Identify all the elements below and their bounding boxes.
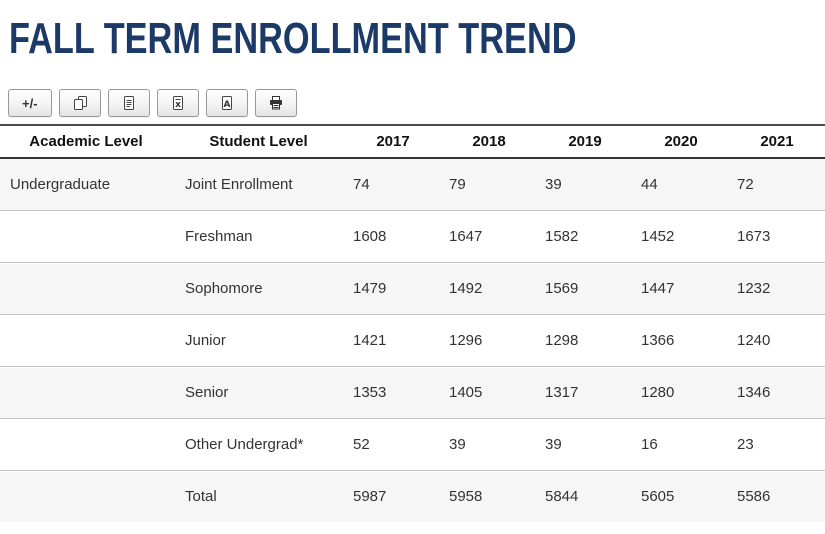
enrollment-value-cell: 1280 [633, 366, 729, 419]
enrollment-value-cell: 5586 [729, 470, 825, 523]
col-header-academic-level: Academic Level [0, 124, 172, 160]
enrollment-value-cell: 52 [345, 418, 441, 471]
copy-icon [72, 95, 88, 111]
pdf-file-icon: A [219, 95, 235, 111]
csv-file-icon [121, 95, 137, 111]
print-button[interactable] [254, 89, 297, 118]
copy-button[interactable] [58, 89, 101, 118]
enrollment-value-cell: 5958 [441, 470, 537, 523]
academic-level-cell: Undergraduate [10, 176, 111, 194]
enrollment-value-cell: 1492 [441, 262, 537, 315]
enrollment-value-cell: 5987 [345, 470, 441, 523]
enrollment-value-cell: 39 [545, 176, 562, 194]
col-header-2018: 2018 [441, 124, 537, 160]
enrollment-value-cell: 16 [633, 418, 729, 471]
enrollment-value-cell: 44 [641, 176, 658, 194]
csv-button[interactable] [107, 89, 150, 118]
enrollment-value-cell: 5844 [537, 470, 633, 523]
enrollment-value-cell: 74 [353, 176, 370, 194]
enrollment-value-cell: 1366 [633, 314, 729, 367]
page-title: FALL TERM ENROLLMENT TREND [9, 14, 577, 63]
enrollment-value-cell: 1569 [537, 262, 633, 315]
printer-icon [268, 95, 284, 111]
table-row-total: Total 5987 5958 5844 5605 5586 [0, 470, 825, 523]
enrollment-value-cell: 1405 [441, 366, 537, 419]
enrollment-value-cell: 1608 [345, 210, 441, 263]
student-level-cell: Other Undergrad* [172, 418, 345, 471]
student-level-cell: Sophomore [172, 262, 345, 315]
enrollment-value-cell: 72 [737, 176, 754, 194]
enrollment-value-cell: 1647 [441, 210, 537, 263]
excel-button[interactable]: x [156, 89, 199, 118]
table-row-senior: Senior 1353 1405 1317 1280 1346 [0, 366, 825, 419]
column-visibility-button[interactable]: +/- [8, 89, 52, 118]
pdf-button[interactable]: A [205, 89, 248, 118]
enrollment-value-cell: 1421 [345, 314, 441, 367]
academic-level-cell [0, 366, 172, 419]
table-row-junior: Junior 1421 1296 1298 1366 1240 [0, 314, 825, 367]
academic-level-cell [0, 418, 172, 471]
academic-level-cell [0, 470, 172, 523]
enrollment-value-cell: 23 [729, 418, 825, 471]
enrollment-value-cell: 1673 [729, 210, 825, 263]
academic-level-cell [0, 210, 172, 263]
enrollment-value-cell: 1317 [537, 366, 633, 419]
enrollment-value-cell: 1452 [633, 210, 729, 263]
student-level-cell: Junior [172, 314, 345, 367]
col-header-student-level: Student Level [172, 124, 345, 160]
student-level-cell: Senior [172, 366, 345, 419]
col-header-2019: 2019 [537, 124, 633, 160]
enrollment-value-cell: 1353 [345, 366, 441, 419]
enrollment-value-cell: 1582 [537, 210, 633, 263]
academic-level-cell [0, 262, 172, 315]
table-row-freshman: Freshman 1608 1647 1582 1452 1673 [0, 210, 825, 263]
enrollment-value-cell: 1296 [441, 314, 537, 367]
student-level-cell: Freshman [172, 210, 345, 263]
enrollment-value-cell: 39 [537, 418, 633, 471]
enrollment-value-cell: 39 [441, 418, 537, 471]
col-header-2021: 2021 [729, 124, 825, 160]
col-header-2020: 2020 [633, 124, 729, 160]
student-level-cell: Total [172, 470, 345, 523]
enrollment-value-cell: 1346 [729, 366, 825, 419]
enrollment-value-cell: 1479 [345, 262, 441, 315]
col-header-2017: 2017 [345, 124, 441, 160]
table-row-joint-enrollment: Undergraduate Joint Enrollment 74 79 39 … [0, 158, 825, 211]
enrollment-value-cell: 5605 [633, 470, 729, 523]
header-row: Academic Level Student Level 2017 2018 2… [0, 124, 825, 160]
table-row-sophomore: Sophomore 1479 1492 1569 1447 1232 [0, 262, 825, 315]
svg-text:A: A [223, 100, 230, 110]
enrollment-value-cell: 1298 [537, 314, 633, 367]
excel-file-icon: x [170, 95, 186, 111]
enrollment-table: Academic Level Student Level 2017 2018 2… [0, 124, 825, 523]
enrollment-value-cell: 79 [449, 176, 466, 194]
academic-level-cell [0, 314, 172, 367]
export-toolbar: +/- x [8, 89, 825, 118]
student-level-cell: Joint Enrollment [185, 176, 293, 194]
enrollment-value-cell: 1240 [729, 314, 825, 367]
enrollment-value-cell: 1447 [633, 262, 729, 315]
svg-text:x: x [175, 100, 181, 110]
enrollment-value-cell: 1232 [729, 262, 825, 315]
table-row-other-undergrad: Other Undergrad* 52 39 39 16 23 [0, 418, 825, 471]
